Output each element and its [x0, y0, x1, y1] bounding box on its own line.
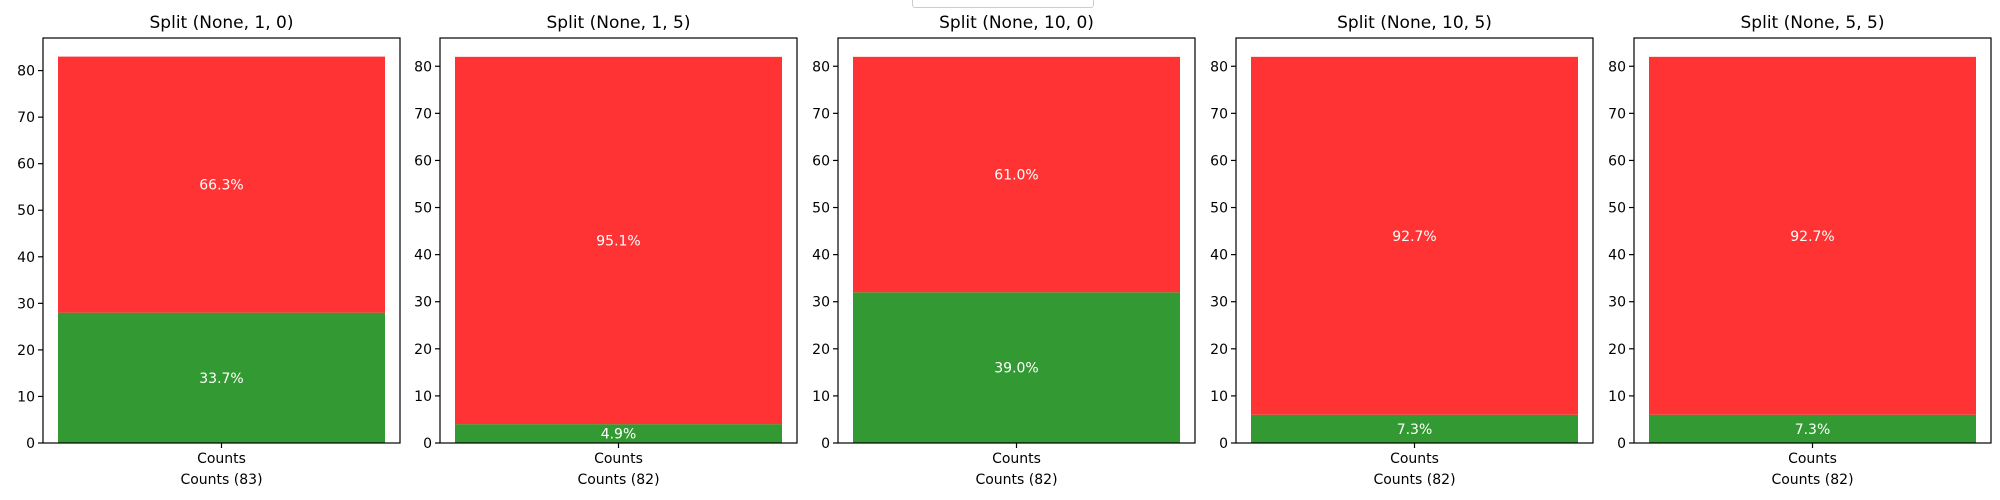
ytick-label-2-10: 10 [812, 389, 830, 405]
ytick-label-3-70: 70 [1210, 106, 1228, 122]
bar-4-series-1 [1649, 56, 1976, 415]
ytick-label-2-60: 60 [812, 153, 830, 169]
ytick-label-4-30: 30 [1608, 295, 1626, 311]
bar-1-series-0 [455, 424, 782, 443]
ytick-label-4-70: 70 [1608, 106, 1626, 122]
ytick-label-1-10: 10 [414, 389, 432, 405]
ytick-label-3-80: 80 [1210, 59, 1228, 75]
ytick-label-0-50: 50 [17, 203, 35, 219]
ytick-label-1-30: 30 [414, 295, 432, 311]
ytick-label-0-10: 10 [17, 389, 35, 405]
ytick-label-4-40: 40 [1608, 248, 1626, 264]
ytick-label-3-20: 20 [1210, 342, 1228, 358]
ytick-label-0-60: 60 [17, 157, 35, 173]
ytick-label-1-50: 50 [414, 201, 432, 217]
xlabel-2: Counts (82) [975, 472, 1057, 488]
xtick-label-1: Counts [594, 451, 643, 467]
bar-label-4-series-1: 92.7% [1790, 229, 1834, 245]
chart-title-1: Split (None, 1, 5) [547, 13, 691, 33]
bar-3-series-1 [1251, 56, 1578, 415]
ytick-label-4-60: 60 [1608, 153, 1626, 169]
xlabel-1: Counts (82) [577, 472, 659, 488]
ytick-label-2-70: 70 [812, 106, 830, 122]
bar-label-0-series-1: 66.3% [199, 178, 243, 194]
bar-0-series-0 [58, 312, 385, 443]
ytick-label-4-20: 20 [1608, 342, 1626, 358]
ytick-label-0-0: 0 [26, 436, 35, 452]
ytick-label-4-80: 80 [1608, 59, 1626, 75]
ytick-label-1-60: 60 [414, 153, 432, 169]
xtick-label-4: Counts [1788, 451, 1837, 467]
ytick-label-3-40: 40 [1210, 248, 1228, 264]
ytick-label-2-40: 40 [812, 248, 830, 264]
ytick-label-0-30: 30 [17, 296, 35, 312]
ytick-label-2-20: 20 [812, 342, 830, 358]
ytick-label-0-20: 20 [17, 343, 35, 359]
chart-title-4: Split (None, 5, 5) [1741, 13, 1885, 33]
ytick-label-1-20: 20 [414, 342, 432, 358]
bar-label-4-series-0: 7.3% [1795, 422, 1831, 438]
bar-label-3-series-0: 7.3% [1397, 422, 1433, 438]
ytick-label-4-10: 10 [1608, 389, 1626, 405]
ytick-label-0-80: 80 [17, 64, 35, 80]
bar-2-series-1 [853, 56, 1180, 293]
ytick-label-2-30: 30 [812, 295, 830, 311]
bar-2-series-0 [853, 292, 1180, 443]
ytick-label-3-50: 50 [1210, 201, 1228, 217]
bar-3-series-0 [1251, 414, 1578, 443]
bar-0-series-1 [58, 56, 385, 313]
ytick-label-4-50: 50 [1608, 201, 1626, 217]
xlabel-3: Counts (82) [1373, 472, 1455, 488]
bar-label-1-series-1: 95.1% [596, 234, 640, 250]
chart-title-0: Split (None, 1, 0) [150, 13, 294, 33]
bar-label-2-series-1: 61.0% [994, 168, 1038, 184]
ytick-label-3-60: 60 [1210, 153, 1228, 169]
ytick-label-3-0: 0 [1219, 436, 1228, 452]
ytick-label-1-0: 0 [423, 436, 432, 452]
ytick-label-0-40: 40 [17, 250, 35, 266]
bar-4-series-0 [1649, 414, 1976, 443]
bar-label-0-series-0: 33.7% [199, 371, 243, 387]
bar-1-series-1 [455, 56, 782, 425]
bar-label-3-series-1: 92.7% [1392, 229, 1436, 245]
xtick-label-3: Counts [1390, 451, 1439, 467]
ytick-label-2-50: 50 [812, 201, 830, 217]
xlabel-0: Counts (83) [180, 472, 262, 488]
ytick-label-1-40: 40 [414, 248, 432, 264]
ytick-label-1-70: 70 [414, 106, 432, 122]
ytick-label-2-80: 80 [812, 59, 830, 75]
ytick-label-0-70: 70 [17, 110, 35, 126]
bar-label-1-series-0: 4.9% [601, 427, 637, 443]
ytick-label-3-30: 30 [1210, 295, 1228, 311]
legend-box [912, 0, 1094, 8]
ytick-label-1-80: 80 [414, 59, 432, 75]
chart-title-2: Split (None, 10, 0) [939, 13, 1094, 33]
ytick-label-2-0: 0 [821, 436, 830, 452]
ytick-label-4-0: 0 [1617, 436, 1626, 452]
xtick-label-0: Counts [197, 451, 246, 467]
bar-label-2-series-0: 39.0% [994, 361, 1038, 377]
chart-title-3: Split (None, 10, 5) [1337, 13, 1492, 33]
xlabel-4: Counts (82) [1771, 472, 1853, 488]
ytick-label-3-10: 10 [1210, 389, 1228, 405]
xtick-label-2: Counts [992, 451, 1041, 467]
